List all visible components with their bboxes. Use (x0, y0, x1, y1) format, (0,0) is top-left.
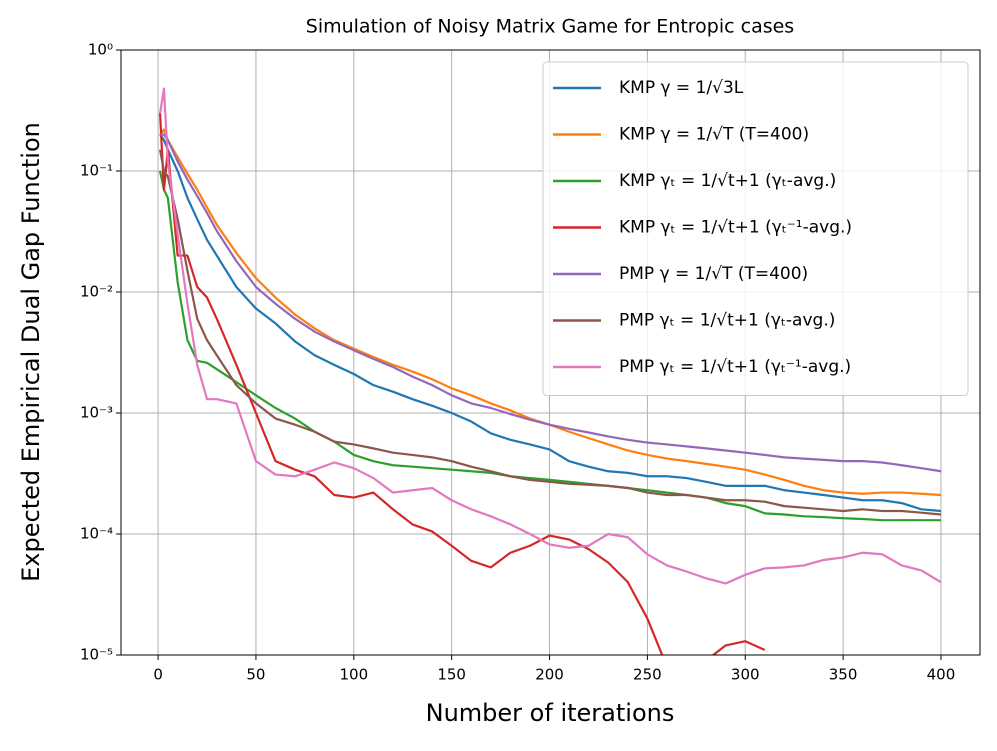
legend-box (542, 61, 969, 396)
y-tick-label: 10⁻⁵ (80, 646, 113, 664)
x-tick-label: 200 (535, 666, 564, 684)
y-tick-label: 10⁻³ (80, 404, 113, 422)
legend-text: PMP γₜ = 1/√t+1 (γₜ⁻¹-avg.) (619, 357, 851, 377)
plot-frame (120, 49, 981, 656)
x-tick-label: 150 (437, 666, 466, 684)
x-tick-label: 250 (633, 666, 662, 684)
y-axis-label: Expected Empirical Dual Gap Function (17, 122, 45, 582)
chart-title: Simulation of Noisy Matrix Game for Entr… (306, 16, 794, 38)
legend-text: KMP γ = 1/√3L (619, 78, 744, 98)
x-tick-label: 400 (927, 666, 956, 684)
y-tick-label: 10⁻² (80, 283, 113, 301)
legend-text: KMP γₜ = 1/√t+1 (γₜ-avg.) (619, 171, 836, 191)
y-tick-label: 10⁰ (88, 41, 113, 59)
x-tick-label: 350 (829, 666, 858, 684)
line-series (158, 87, 942, 585)
line-series (158, 149, 942, 516)
x-tick-label: 100 (339, 666, 368, 684)
y-tick-label: 10⁻¹ (80, 162, 113, 180)
legend-text: PMP γ = 1/√T (T=400) (619, 264, 808, 284)
plot-area (158, 87, 942, 655)
legend-text: PMP γₜ = 1/√t+1 (γₜ-avg.) (619, 311, 835, 331)
x-axis-label: Number of iterations (426, 699, 675, 727)
line-series (159, 128, 942, 497)
legend: KMP γ = 1/√3L KMP γ = 1/√T (T=400) KMP γₜ … (542, 61, 969, 396)
x-tick-label: 0 (153, 666, 163, 684)
legend-text: KMP γₜ = 1/√t+1 (γₜ⁻¹-avg.) (619, 218, 852, 238)
line-series (159, 133, 942, 513)
line-series (158, 113, 766, 655)
line-series (160, 133, 942, 473)
y-tick-label: 10⁻⁴ (80, 525, 113, 543)
x-tick-label: 50 (246, 666, 265, 684)
x-tick-label: 300 (731, 666, 760, 684)
legend-text: KMP γ = 1/√T (T=400) (619, 125, 809, 145)
